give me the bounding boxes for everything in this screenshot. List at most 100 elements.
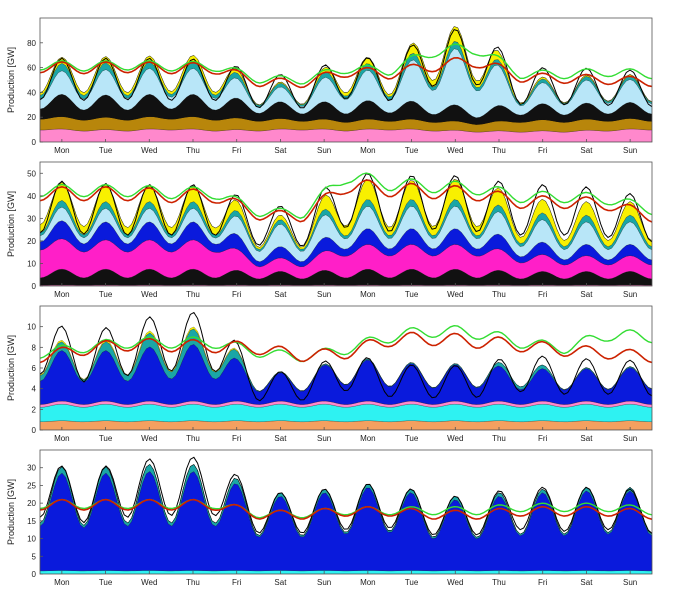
x-tick-label: Wed (447, 578, 463, 587)
x-tick-label: Wed (141, 290, 157, 299)
y-tick-label: 40 (27, 88, 36, 97)
y-axis-label-3: Production [GW] (6, 335, 16, 401)
x-tick-label: Thu (492, 290, 506, 299)
x-tick-label: Thu (492, 578, 506, 587)
x-tick-label: Sat (274, 434, 287, 443)
x-tick-label: Fri (538, 578, 548, 587)
x-tick-label: Thu (492, 434, 506, 443)
y-axis-ticks-3: 0 2 4 6 8 10 (27, 323, 43, 435)
x-tick-label: Wed (141, 146, 157, 155)
y-tick-label: 25 (27, 481, 36, 490)
panel-2: 0 10 20 30 40 50 Mon Tue Wed Thu Fri Sat Sun Mon Tue W… (6, 161, 653, 299)
y-axis-ticks-4: 0 5 10 15 20 25 30 (27, 464, 43, 579)
x-tick-label: Mon (360, 290, 376, 299)
x-axis-ticks-4: Mon Tue Wed Thu Fri Sat Sun Mon Tue Wed Thu Fri Sat S… (54, 571, 637, 587)
x-tick-label: Sun (317, 290, 331, 299)
x-tick-label: Fri (232, 146, 242, 155)
x-tick-label: Wed (447, 146, 463, 155)
x-tick-label: Fri (232, 434, 242, 443)
x-tick-label: Tue (99, 434, 113, 443)
y-tick-label: 2 (32, 405, 37, 414)
x-tick-label: Wed (447, 290, 463, 299)
area-green-panel-4 (40, 464, 652, 538)
x-tick-label: Thu (186, 434, 200, 443)
y-tick-label: 60 (27, 64, 36, 73)
x-tick-label: Tue (405, 578, 419, 587)
x-tick-label: Mon (54, 290, 70, 299)
x-tick-label: Tue (99, 290, 113, 299)
y-axis-ticks-2: 0 10 20 30 40 50 (27, 169, 43, 291)
x-tick-label: Tue (405, 146, 419, 155)
x-tick-label: Sun (623, 434, 637, 443)
x-tick-label: Mon (360, 146, 376, 155)
x-tick-label: Wed (141, 578, 157, 587)
x-tick-label: Thu (186, 146, 200, 155)
red-line-panel-3 (40, 331, 652, 364)
y-tick-label: 8 (32, 343, 37, 352)
y-tick-label: 20 (27, 237, 36, 246)
y-tick-label: 10 (27, 323, 36, 332)
x-tick-label: Sun (317, 434, 331, 443)
red-line-panel-2 (40, 179, 652, 223)
green-line-panel-3 (40, 324, 652, 363)
y-axis-label-4: Production [GW] (6, 479, 16, 545)
plot-area-4 (40, 456, 652, 574)
x-tick-label: Sun (317, 578, 331, 587)
y-tick-label: 0 (32, 138, 37, 147)
y-tick-label: 40 (27, 192, 36, 201)
x-tick-label: Sat (274, 578, 287, 587)
x-tick-label: Sat (580, 146, 593, 155)
x-tick-label: Sun (623, 578, 637, 587)
panel-3: 0 2 4 6 8 10 Mon Tue Wed Thu Fri Sat Sun Mon Tue Wed Th… (6, 305, 653, 443)
plot-area-3 (40, 311, 652, 430)
x-tick-label: Wed (447, 434, 463, 443)
red-line-panel-4 (40, 498, 652, 520)
y-tick-label: 50 (27, 169, 36, 178)
y-tick-label: 5 (32, 552, 37, 561)
y-tick-label: 10 (27, 259, 36, 268)
x-tick-label: Fri (232, 578, 242, 587)
x-tick-label: Tue (405, 434, 419, 443)
y-tick-label: 20 (27, 113, 36, 122)
x-tick-label: Mon (360, 578, 376, 587)
x-tick-label: Thu (186, 578, 200, 587)
x-axis-ticks-3: Mon Tue Wed Thu Fri Sat Sun Mon Tue Wed Thu Fri Sat S… (54, 427, 637, 443)
y-tick-label: 6 (32, 364, 37, 373)
x-tick-label: Mon (54, 146, 70, 155)
x-tick-label: Fri (538, 434, 548, 443)
area-green-panel-1 (40, 26, 652, 106)
y-axis-label-1: Production [GW] (6, 47, 16, 113)
plot-area-1 (40, 26, 652, 142)
x-tick-label: Thu (492, 146, 506, 155)
x-tick-label: Sun (623, 290, 637, 299)
x-tick-label: Wed (141, 434, 157, 443)
panel-4: 0 5 10 15 20 25 30 Mon Tue Wed Thu Fri Sat Sun Mon Tue… (6, 449, 653, 587)
panel-1: 0 20 40 60 80 Mon Tue Wed Thu Fri Sat Sun Mon Tue Wed… (6, 17, 653, 155)
x-tick-label: Fri (538, 290, 548, 299)
x-tick-label: Mon (360, 434, 376, 443)
x-tick-label: Mon (54, 434, 70, 443)
x-axis-ticks-1: Mon Tue Wed Thu Fri Sat Sun Mon Tue Wed Thu Fri Sat S… (54, 139, 637, 155)
x-tick-label: Tue (405, 290, 419, 299)
x-tick-label: Sat (580, 434, 593, 443)
x-tick-label: Sat (580, 290, 593, 299)
black-line-panel-3 (40, 311, 652, 402)
y-tick-label: 30 (27, 464, 36, 473)
x-tick-label: Fri (538, 146, 548, 155)
y-tick-label: 20 (27, 499, 36, 508)
x-tick-label: Sun (623, 146, 637, 155)
y-axis-ticks-1: 0 20 40 60 80 (27, 39, 43, 147)
y-tick-label: 10 (27, 535, 36, 544)
red-line-panel-1 (40, 56, 652, 89)
x-tick-label: Thu (186, 290, 200, 299)
x-tick-label: Sat (580, 578, 593, 587)
black-line-panel-1 (40, 28, 652, 109)
green-line-panel-2 (40, 172, 652, 219)
black-line-panel-2 (40, 173, 652, 247)
y-tick-label: 0 (32, 282, 37, 291)
x-tick-label: Mon (54, 578, 70, 587)
y-tick-label: 15 (27, 517, 36, 526)
x-tick-label: Sat (274, 290, 287, 299)
area-orange-panel-3 (40, 420, 652, 430)
